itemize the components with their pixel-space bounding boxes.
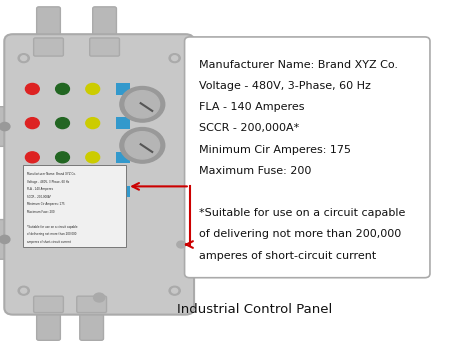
FancyBboxPatch shape [80, 304, 104, 340]
FancyBboxPatch shape [34, 296, 63, 313]
FancyBboxPatch shape [116, 117, 130, 129]
Circle shape [177, 241, 185, 248]
Text: Manufacturer Name: Brand XYZ Co.: Manufacturer Name: Brand XYZ Co. [199, 60, 398, 70]
FancyBboxPatch shape [0, 107, 17, 146]
FancyBboxPatch shape [23, 165, 126, 247]
Text: Voltage - 480V, 3-Phase, 60 Hz: Voltage - 480V, 3-Phase, 60 Hz [27, 180, 69, 184]
Circle shape [86, 152, 99, 163]
FancyBboxPatch shape [116, 83, 130, 95]
Text: amperes of short-circuit current: amperes of short-circuit current [199, 251, 377, 261]
Circle shape [21, 288, 27, 293]
FancyBboxPatch shape [0, 220, 17, 259]
FancyBboxPatch shape [184, 37, 430, 278]
Circle shape [26, 152, 39, 163]
FancyBboxPatch shape [93, 7, 117, 44]
Text: Maximum Fuse: 200: Maximum Fuse: 200 [27, 210, 54, 214]
Text: *Suitable for use on a circuit capable: *Suitable for use on a circuit capable [27, 225, 77, 229]
FancyBboxPatch shape [77, 296, 107, 313]
Text: FLA - 140 Amperes: FLA - 140 Amperes [27, 187, 53, 191]
Text: amperes of short-circuit current: amperes of short-circuit current [27, 240, 71, 244]
Circle shape [125, 132, 160, 159]
Circle shape [56, 118, 69, 129]
Circle shape [26, 118, 39, 129]
FancyBboxPatch shape [34, 38, 63, 56]
Circle shape [18, 54, 29, 63]
Circle shape [21, 56, 27, 61]
Text: Voltage - 480V, 3-Phase, 60 Hz: Voltage - 480V, 3-Phase, 60 Hz [199, 81, 371, 91]
FancyBboxPatch shape [4, 34, 194, 315]
Circle shape [125, 91, 160, 118]
FancyBboxPatch shape [90, 38, 119, 56]
Text: SCCR - 200,000A*: SCCR - 200,000A* [199, 123, 300, 133]
Circle shape [26, 83, 39, 94]
Circle shape [56, 186, 69, 197]
Circle shape [18, 286, 29, 295]
Text: Minimum Cir Amperes: 175: Minimum Cir Amperes: 175 [199, 145, 351, 155]
Text: Maximum Fuse: 200: Maximum Fuse: 200 [199, 166, 311, 176]
Circle shape [169, 54, 180, 63]
FancyBboxPatch shape [116, 152, 130, 163]
Circle shape [86, 186, 99, 197]
Text: Manufacturer Name: Brand XYZ Co.: Manufacturer Name: Brand XYZ Co. [27, 172, 76, 176]
Circle shape [169, 286, 180, 295]
Text: FLA - 140 Amperes: FLA - 140 Amperes [199, 102, 305, 112]
Text: of delivering not more than 200,000: of delivering not more than 200,000 [27, 232, 76, 236]
Circle shape [86, 118, 99, 129]
Text: SCCR - 200,000A*: SCCR - 200,000A* [27, 195, 51, 199]
Circle shape [120, 87, 165, 122]
Circle shape [26, 186, 39, 197]
Text: Industrial Control Panel: Industrial Control Panel [177, 303, 332, 316]
Text: Minimum Cir Amperes: 175: Minimum Cir Amperes: 175 [27, 202, 64, 206]
Circle shape [94, 293, 105, 302]
Text: of delivering not more than 200,000: of delivering not more than 200,000 [199, 229, 401, 239]
Circle shape [56, 152, 69, 163]
Circle shape [0, 235, 10, 244]
FancyBboxPatch shape [36, 304, 60, 340]
Circle shape [0, 122, 10, 131]
Circle shape [120, 128, 165, 163]
Text: *Suitable for use on a circuit capable: *Suitable for use on a circuit capable [199, 208, 405, 218]
Circle shape [56, 83, 69, 94]
FancyBboxPatch shape [116, 186, 130, 197]
Circle shape [171, 288, 178, 293]
Circle shape [86, 83, 99, 94]
FancyBboxPatch shape [36, 7, 60, 44]
Circle shape [171, 56, 178, 61]
